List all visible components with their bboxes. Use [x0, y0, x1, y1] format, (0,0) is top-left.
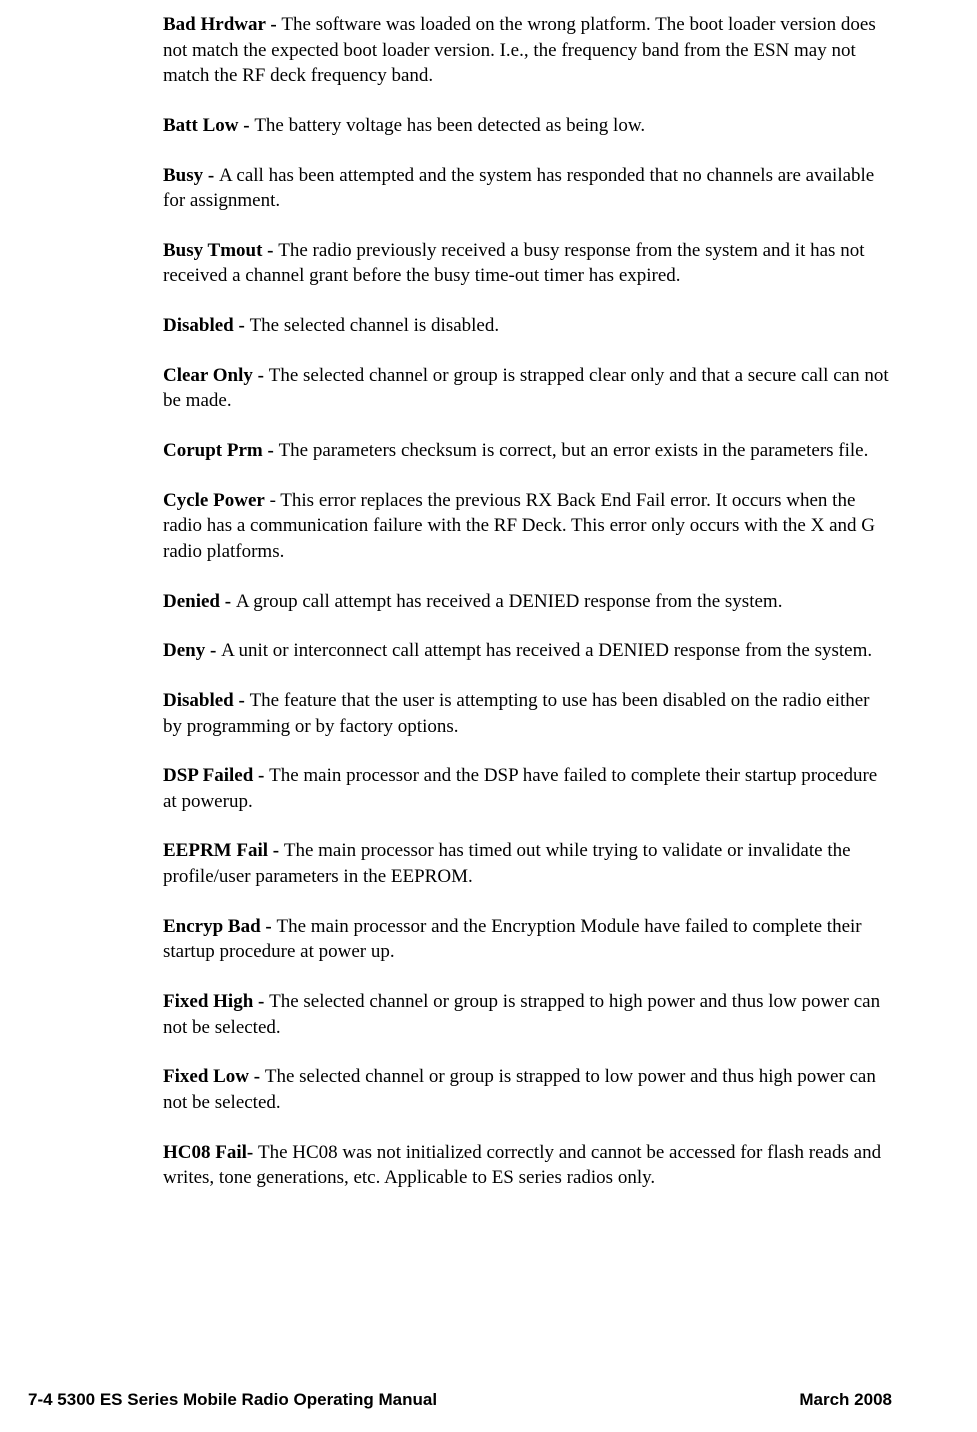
- footer-right: March 2008: [799, 1390, 892, 1410]
- page-footer: 7-4 5300 ES Series Mobile Radio Operatin…: [28, 1390, 892, 1410]
- definition-entry: DSP Failed - The main processor and the …: [163, 763, 892, 814]
- definition-description: The HC08 was not initialized correctly a…: [163, 1142, 881, 1189]
- definition-term: Batt Low -: [163, 115, 254, 136]
- definition-term: Busy -: [163, 165, 219, 186]
- definition-term: Bad Hrdwar -: [163, 14, 281, 35]
- definition-term: Fixed Low -: [163, 1066, 265, 1087]
- definition-entry: Cycle Power - This error replaces the pr…: [163, 488, 892, 565]
- definition-entry: Encryp Bad - The main processor and the …: [163, 914, 892, 965]
- definition-entry: HC08 Fail- The HC08 was not initialized …: [163, 1140, 892, 1191]
- definition-entry: Disabled - The feature that the user is …: [163, 688, 892, 739]
- definition-description: A call has been attempted and the system…: [163, 165, 874, 212]
- definition-description: The selected channel or group is strappe…: [163, 1066, 876, 1113]
- definition-term: Disabled -: [163, 315, 250, 336]
- definition-description: - This error replaces the previous RX Ba…: [163, 490, 875, 562]
- definition-description: The parameters checksum is correct, but …: [279, 440, 869, 461]
- definition-entry: Bad Hrdwar - The software was loaded on …: [163, 12, 892, 89]
- definition-entry: Busy Tmout - The radio previously receiv…: [163, 238, 892, 289]
- definition-term: HC08 Fail-: [163, 1142, 258, 1163]
- definition-entry: Busy - A call has been attempted and the…: [163, 163, 892, 214]
- definition-entry: Denied - A group call attempt has receiv…: [163, 589, 892, 615]
- document-content: Bad Hrdwar - The software was loaded on …: [0, 0, 977, 1191]
- definition-term: Clear Only -: [163, 365, 269, 386]
- definition-description: A group call attempt has received a DENI…: [236, 591, 783, 612]
- definition-entry: Batt Low - The battery voltage has been …: [163, 113, 892, 139]
- definition-entry: Fixed High - The selected channel or gro…: [163, 989, 892, 1040]
- definition-entry: Clear Only - The selected channel or gro…: [163, 363, 892, 414]
- definition-term: Deny -: [163, 640, 221, 661]
- definition-term: Cycle Power: [163, 490, 265, 511]
- definition-term: Fixed High -: [163, 991, 269, 1012]
- definition-entry: EEPRM Fail - The main processor has time…: [163, 838, 892, 889]
- definition-entry: Disabled - The selected channel is disab…: [163, 313, 892, 339]
- footer-left: 7-4 5300 ES Series Mobile Radio Operatin…: [28, 1390, 437, 1410]
- definition-description: The battery voltage has been detected as…: [254, 115, 645, 136]
- definition-term: DSP Failed -: [163, 765, 269, 786]
- definition-description: The main processor and the DSP have fail…: [163, 765, 877, 812]
- definition-description: The selected channel is disabled.: [250, 315, 500, 336]
- definition-description: A unit or interconnect call attempt has …: [221, 640, 872, 661]
- definition-term: EEPRM Fail -: [163, 840, 284, 861]
- definition-term: Denied -: [163, 591, 236, 612]
- definition-description: The selected channel or group is strappe…: [163, 991, 880, 1038]
- definition-term: Encryp Bad -: [163, 916, 277, 937]
- definition-term: Busy Tmout -: [163, 240, 278, 261]
- definition-entry: Corupt Prm - The parameters checksum is …: [163, 438, 892, 464]
- definition-term: Disabled -: [163, 690, 250, 711]
- definition-description: The selected channel or group is strappe…: [163, 365, 889, 412]
- definition-entry: Fixed Low - The selected channel or grou…: [163, 1064, 892, 1115]
- definition-description: The feature that the user is attempting …: [163, 690, 870, 737]
- definition-term: Corupt Prm -: [163, 440, 279, 461]
- definition-entry: Deny - A unit or interconnect call attem…: [163, 638, 892, 664]
